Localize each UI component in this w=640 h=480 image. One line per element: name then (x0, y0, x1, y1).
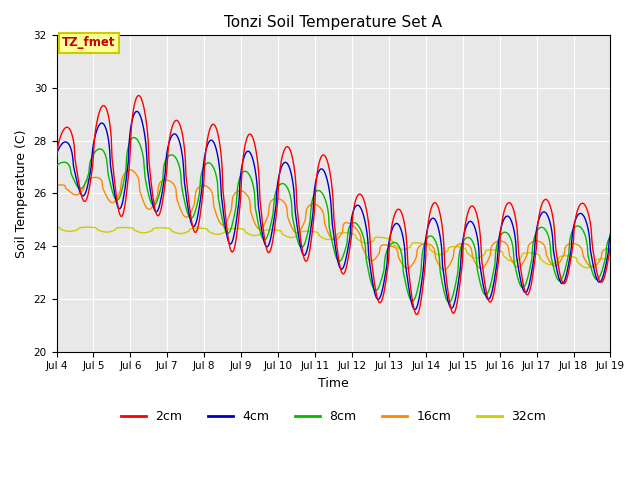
2cm (120, 209, 127, 215)
32cm (63, 228, 70, 234)
16cm (120, 172, 127, 178)
4cm (419, 274, 426, 279)
8cm (402, 280, 410, 286)
16cm (440, 267, 448, 273)
16cm (127, 167, 134, 173)
16cm (177, 206, 184, 212)
Title: Tonzi Soil Temperature Set A: Tonzi Soil Temperature Set A (225, 15, 442, 30)
8cm (418, 256, 426, 262)
4cm (120, 194, 127, 200)
Line: 4cm: 4cm (56, 111, 611, 310)
8cm (177, 169, 184, 175)
4cm (402, 262, 410, 268)
2cm (52, 156, 60, 162)
2cm (402, 228, 410, 233)
Line: 32cm: 32cm (56, 227, 611, 268)
16cm (402, 265, 410, 271)
2cm (206, 126, 214, 132)
Text: TZ_fmet: TZ_fmet (62, 36, 116, 49)
32cm (120, 225, 127, 230)
2cm (419, 287, 426, 293)
8cm (130, 135, 138, 141)
4cm (411, 307, 419, 312)
4cm (133, 108, 141, 114)
16cm (418, 242, 426, 248)
8cm (63, 160, 70, 166)
4cm (63, 139, 70, 145)
8cm (206, 160, 214, 166)
4cm (177, 143, 184, 149)
4cm (52, 151, 60, 157)
2cm (135, 93, 143, 98)
Line: 8cm: 8cm (56, 138, 611, 302)
16cm (607, 246, 614, 252)
8cm (52, 163, 60, 168)
16cm (52, 182, 60, 188)
32cm (417, 240, 425, 246)
2cm (63, 124, 70, 130)
2cm (413, 312, 421, 317)
32cm (52, 224, 60, 230)
32cm (607, 257, 614, 263)
Line: 2cm: 2cm (56, 96, 611, 314)
16cm (63, 186, 70, 192)
8cm (445, 300, 452, 305)
32cm (584, 265, 591, 271)
32cm (205, 229, 213, 235)
2cm (607, 243, 614, 249)
Legend: 2cm, 4cm, 8cm, 16cm, 32cm: 2cm, 4cm, 8cm, 16cm, 32cm (116, 405, 552, 428)
4cm (607, 231, 614, 237)
8cm (607, 233, 614, 239)
32cm (176, 231, 184, 237)
32cm (401, 246, 408, 252)
8cm (120, 180, 127, 186)
2cm (177, 124, 184, 130)
X-axis label: Time: Time (318, 377, 349, 390)
16cm (206, 186, 214, 192)
4cm (206, 138, 214, 144)
Y-axis label: Soil Temperature (C): Soil Temperature (C) (15, 129, 28, 258)
Line: 16cm: 16cm (56, 170, 611, 270)
